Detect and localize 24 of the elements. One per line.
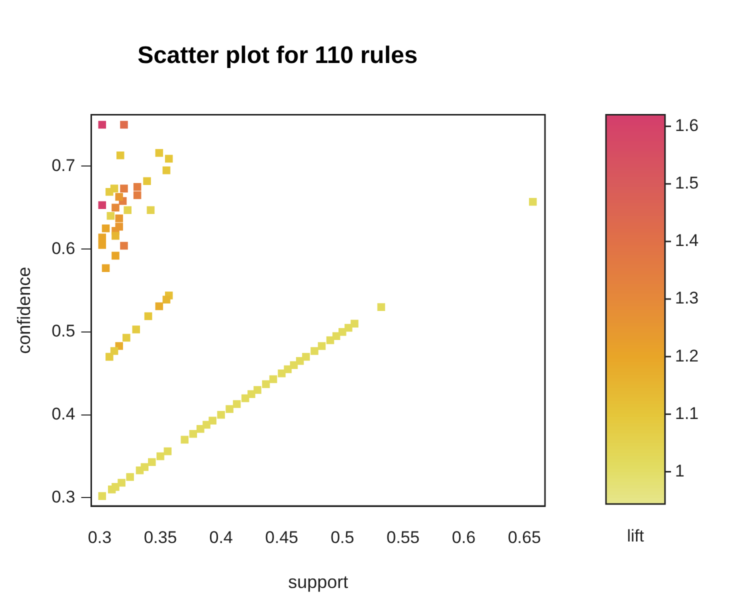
chart-title: Scatter plot for 110 rules (137, 42, 418, 70)
color-bar-label: 1.5 (675, 174, 699, 193)
x-tick-label: 0.55 (386, 528, 420, 547)
y-tick-label: 0.3 (52, 487, 76, 506)
y-tick-label: 0.4 (52, 404, 76, 424)
color-bar-label: 1.1 (675, 404, 699, 423)
x-tick-label: 0.5 (330, 528, 354, 547)
color-bar-label: 1.4 (675, 231, 699, 250)
x-tick-label: 0.6 (452, 528, 476, 547)
y-axis-title: confidence (14, 266, 34, 354)
color-bar-label: 1.3 (675, 288, 699, 308)
x-tick-label: 0.45 (265, 528, 298, 547)
x-tick-label: 0.4 (209, 528, 233, 547)
x-tick-label: 0.65 (508, 528, 541, 547)
y-tick-label: 0.7 (52, 156, 76, 175)
color-bar-label: 1.2 (675, 346, 699, 366)
color-bar-label: 1.6 (675, 116, 699, 135)
x-tick-label: 0.35 (144, 528, 177, 547)
x-axis-title: support (288, 572, 348, 592)
color-bar-title: lift (627, 526, 644, 546)
y-tick-label: 0.5 (52, 322, 76, 341)
color-bar-label: 1 (675, 461, 684, 480)
y-tick-label: 0.6 (52, 238, 76, 258)
x-tick-label: 0.3 (88, 528, 112, 547)
